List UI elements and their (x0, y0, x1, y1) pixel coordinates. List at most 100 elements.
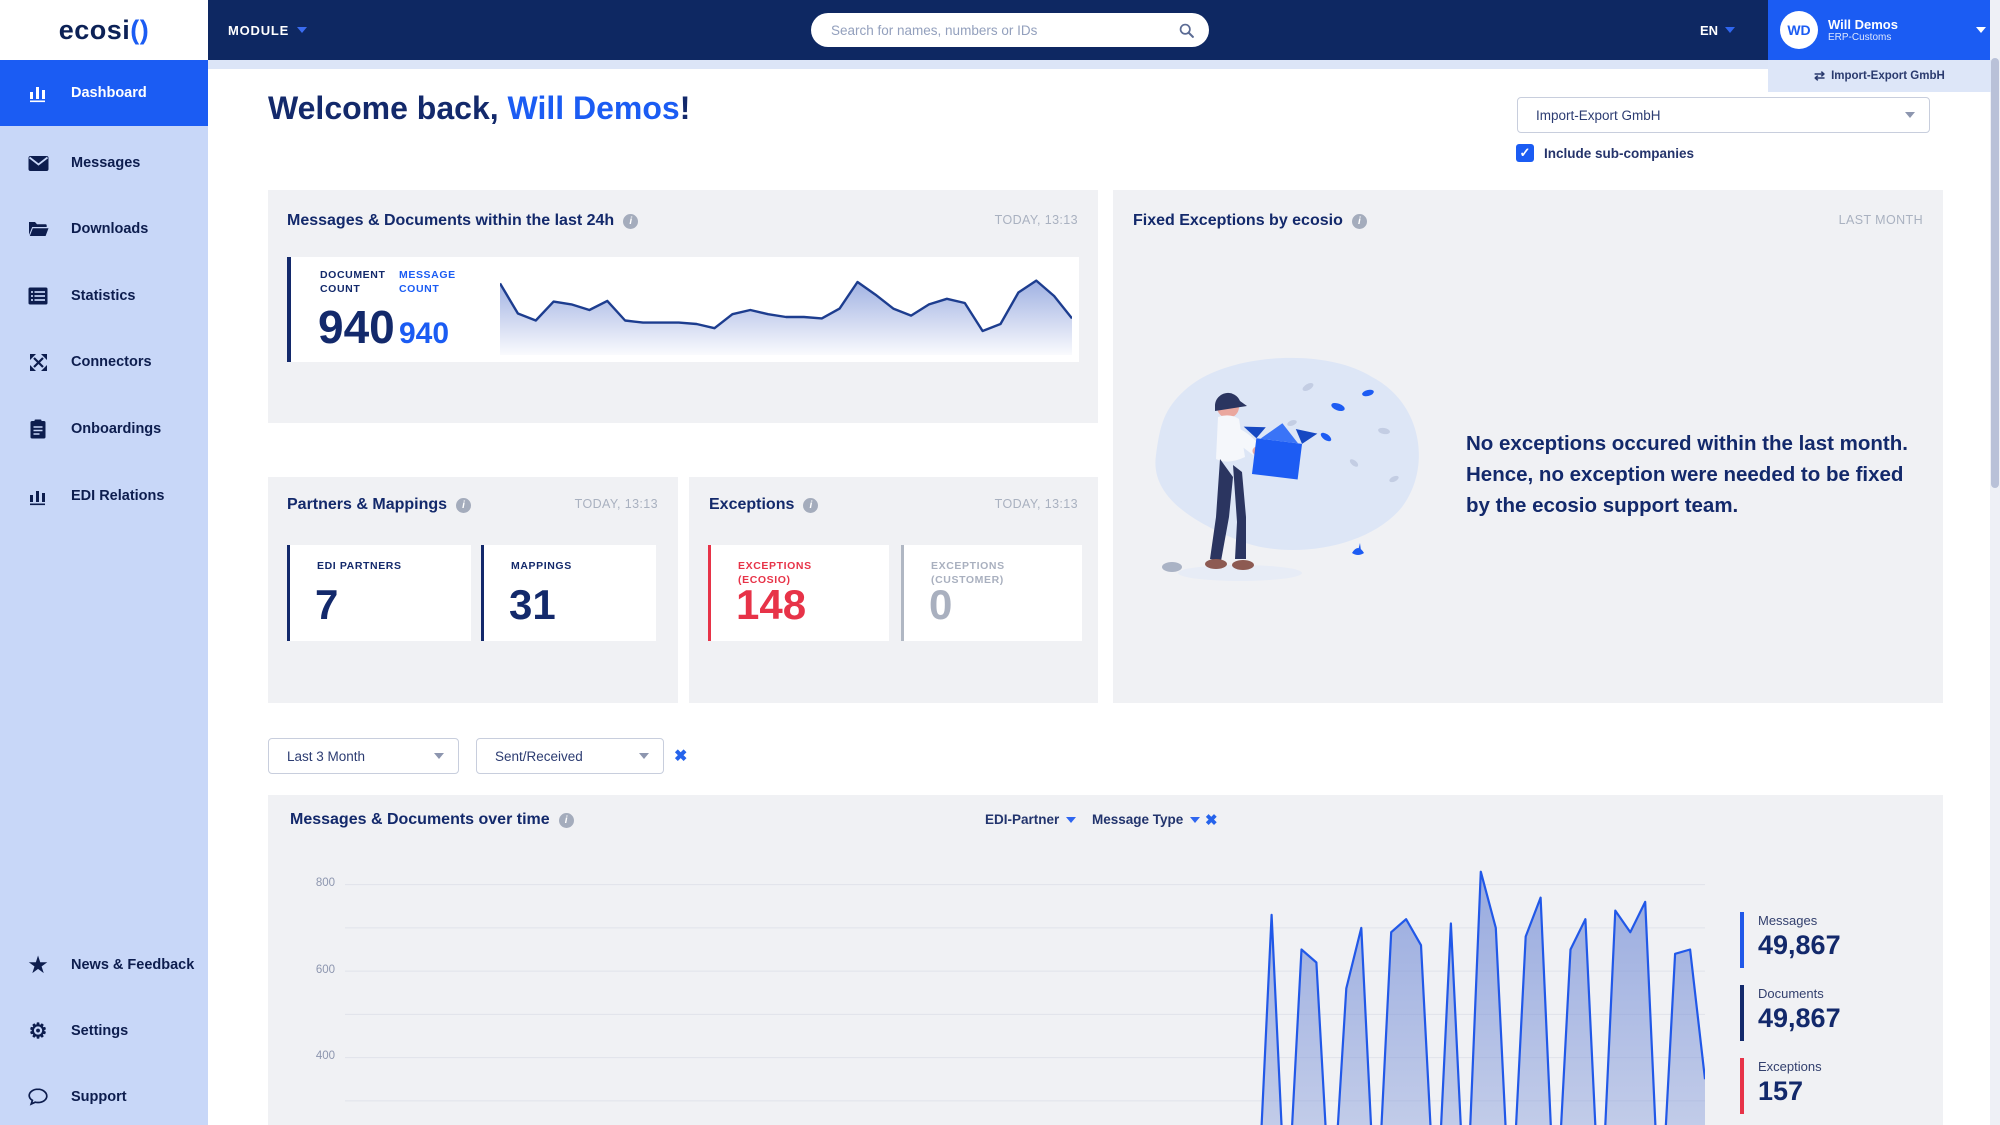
chevron-down-icon (639, 753, 649, 759)
info-icon[interactable]: i (456, 497, 472, 513)
logo-text: ecosi() (58, 14, 150, 45)
language-selector[interactable]: EN (1700, 0, 1736, 60)
direction-filter-select[interactable]: Sent/Received (476, 738, 664, 774)
tile-edi-partners: EDI PARTNERS 7 (287, 545, 471, 641)
legend-value: 49,867 (1758, 930, 1841, 960)
tile-label: MAPPINGS (511, 560, 572, 572)
legend-label: Exceptions (1758, 1059, 1822, 1074)
no-exceptions-message: No exceptions occured within the last mo… (1466, 432, 1908, 517)
sidebar-item-label: Connectors (71, 354, 152, 370)
sidebar-item-messages[interactable]: Messages (0, 130, 208, 196)
tile-mappings: MAPPINGS 31 (481, 545, 656, 641)
card-over-time-title: Messages & Documents over time i (290, 811, 574, 829)
include-subcompanies-label: Include sub-companies (1544, 145, 1695, 161)
bar-chart-icon (27, 486, 49, 506)
sidebar-item-statistics[interactable]: Statistics (0, 263, 208, 329)
search-input[interactable] (829, 21, 1178, 39)
messages-over-time-chart (345, 870, 1705, 1125)
sidebar-item-edi-relations[interactable]: EDI Relations (0, 463, 208, 529)
module-label: MODULE (228, 22, 290, 38)
card-exceptions-title: Exceptions i (709, 496, 819, 514)
company-select[interactable]: Import-Export GmbH (1517, 97, 1930, 133)
scrollbar-track[interactable] (1990, 0, 2000, 1125)
chevron-down-icon (1725, 27, 1736, 33)
info-icon[interactable]: i (803, 497, 819, 513)
info-icon[interactable]: i (1351, 213, 1367, 229)
chevron-down-icon (1905, 112, 1915, 118)
sidebar-item-news-feedback[interactable]: ★ News & Feedback (0, 932, 208, 998)
sidebar-item-label: Downloads (71, 221, 149, 237)
sidebar-item-dashboard[interactable]: Dashboard (0, 60, 208, 126)
document-count-label: DOCUMENT COUNT (320, 269, 386, 295)
sidebar-item-onboardings[interactable]: Onboardings (0, 396, 208, 462)
connectors-icon (27, 353, 49, 372)
legend-label: Documents (1758, 986, 1824, 1001)
tile-accent-bar (481, 545, 484, 641)
card-fixed-exceptions-timestamp: LAST MONTH (1838, 213, 1923, 227)
card-over-time (268, 795, 1943, 1125)
edi-partner-filter[interactable]: EDI-Partner (985, 812, 1077, 827)
ecosio-logo[interactable]: ecosi() (0, 0, 208, 60)
person (1205, 392, 1318, 570)
message-type-filter-label: Message Type (1092, 812, 1184, 827)
envelope-icon (27, 155, 49, 172)
user-meta: Will Demos ERP-Customs (1828, 17, 1976, 44)
tile-value: 31 (509, 581, 556, 628)
sidebar-item-downloads[interactable]: Downloads (0, 196, 208, 262)
clear-chart-filters-button[interactable]: ✖ (1205, 812, 1218, 829)
chevron-down-icon (1190, 816, 1201, 823)
no-exceptions-illustration (1155, 357, 1419, 581)
list-icon (27, 287, 49, 305)
star-icon: ★ (28, 953, 48, 977)
content-top-strip (208, 60, 2000, 69)
clear-filters-button[interactable]: ✖ (674, 748, 688, 765)
message-type-filter[interactable]: Message Type (1092, 812, 1201, 827)
module-menu[interactable]: MODULE (228, 0, 308, 60)
sidebar (0, 60, 208, 1125)
chevron-down-icon (1976, 27, 1986, 33)
message-count-label: MESSAGE COUNT (399, 269, 456, 295)
chevron-down-icon (297, 27, 308, 33)
include-subcompanies-checkbox[interactable]: ✓ (1516, 144, 1534, 162)
tile-accent-bar (901, 545, 904, 641)
sidebar-item-label: Messages (71, 155, 141, 171)
legend-label: Messages (1758, 913, 1818, 928)
user-menu-item-company[interactable]: ⇄ Import-Export GmbH (1768, 60, 1991, 92)
message-count-value: 940 (399, 317, 450, 350)
flying-leaves (1287, 383, 1399, 483)
edi-partner-filter-label: EDI-Partner (985, 812, 1060, 827)
sidebar-item-label: Settings (71, 1023, 129, 1039)
include-subcompanies-control[interactable]: ✓ Include sub-companies (1516, 144, 1694, 162)
card-fixed-exceptions-title: Fixed Exceptions by ecosio i (1133, 212, 1367, 230)
scrollbar-thumb[interactable] (1991, 58, 1999, 488)
box (1243, 423, 1318, 480)
sidebar-item-label: Onboardings (71, 421, 162, 437)
user-menu-button[interactable]: WD Will Demos ERP-Customs (1768, 0, 2000, 60)
tile-value: 148 (736, 581, 807, 628)
sidebar-item-label: Statistics (71, 288, 136, 304)
period-filter-select[interactable]: Last 3 Month (268, 738, 459, 774)
tile-value: 7 (315, 581, 339, 628)
y-axis-tick: 600 (315, 964, 335, 976)
sidebar-item-settings[interactable]: ⚙ Settings (0, 998, 208, 1064)
card-messages-24h-timestamp: TODAY, 13:13 (994, 213, 1078, 227)
page-title: Welcome back, Will Demos! (268, 90, 691, 126)
chevron-down-icon (434, 753, 444, 759)
welcome-user-name: Will Demos (507, 90, 680, 126)
info-icon[interactable]: i (623, 213, 639, 229)
tile-exceptions-ecosio: EXCEPTIONS (ECOSIO) 148 (708, 545, 889, 641)
clipboard-icon (27, 419, 49, 439)
messages-24h-panel: DOCUMENT COUNT MESSAGE COUNT 940 940 (287, 257, 1079, 362)
sidebar-item-connectors[interactable]: Connectors (0, 329, 208, 395)
sparkline-chart (500, 279, 1072, 355)
tile-accent-bar (287, 545, 290, 641)
language-label: EN (1700, 22, 1719, 38)
direction-filter-value: Sent/Received (495, 748, 583, 764)
tile-value: 0 (929, 581, 953, 628)
tile-label: EDI PARTNERS (317, 560, 402, 572)
info-icon[interactable]: i (558, 812, 574, 828)
folder-open-icon (27, 220, 49, 238)
tile-label: EXCEPTIONS (CUSTOMER) (931, 560, 1005, 586)
sidebar-item-support[interactable]: Support (0, 1064, 208, 1125)
